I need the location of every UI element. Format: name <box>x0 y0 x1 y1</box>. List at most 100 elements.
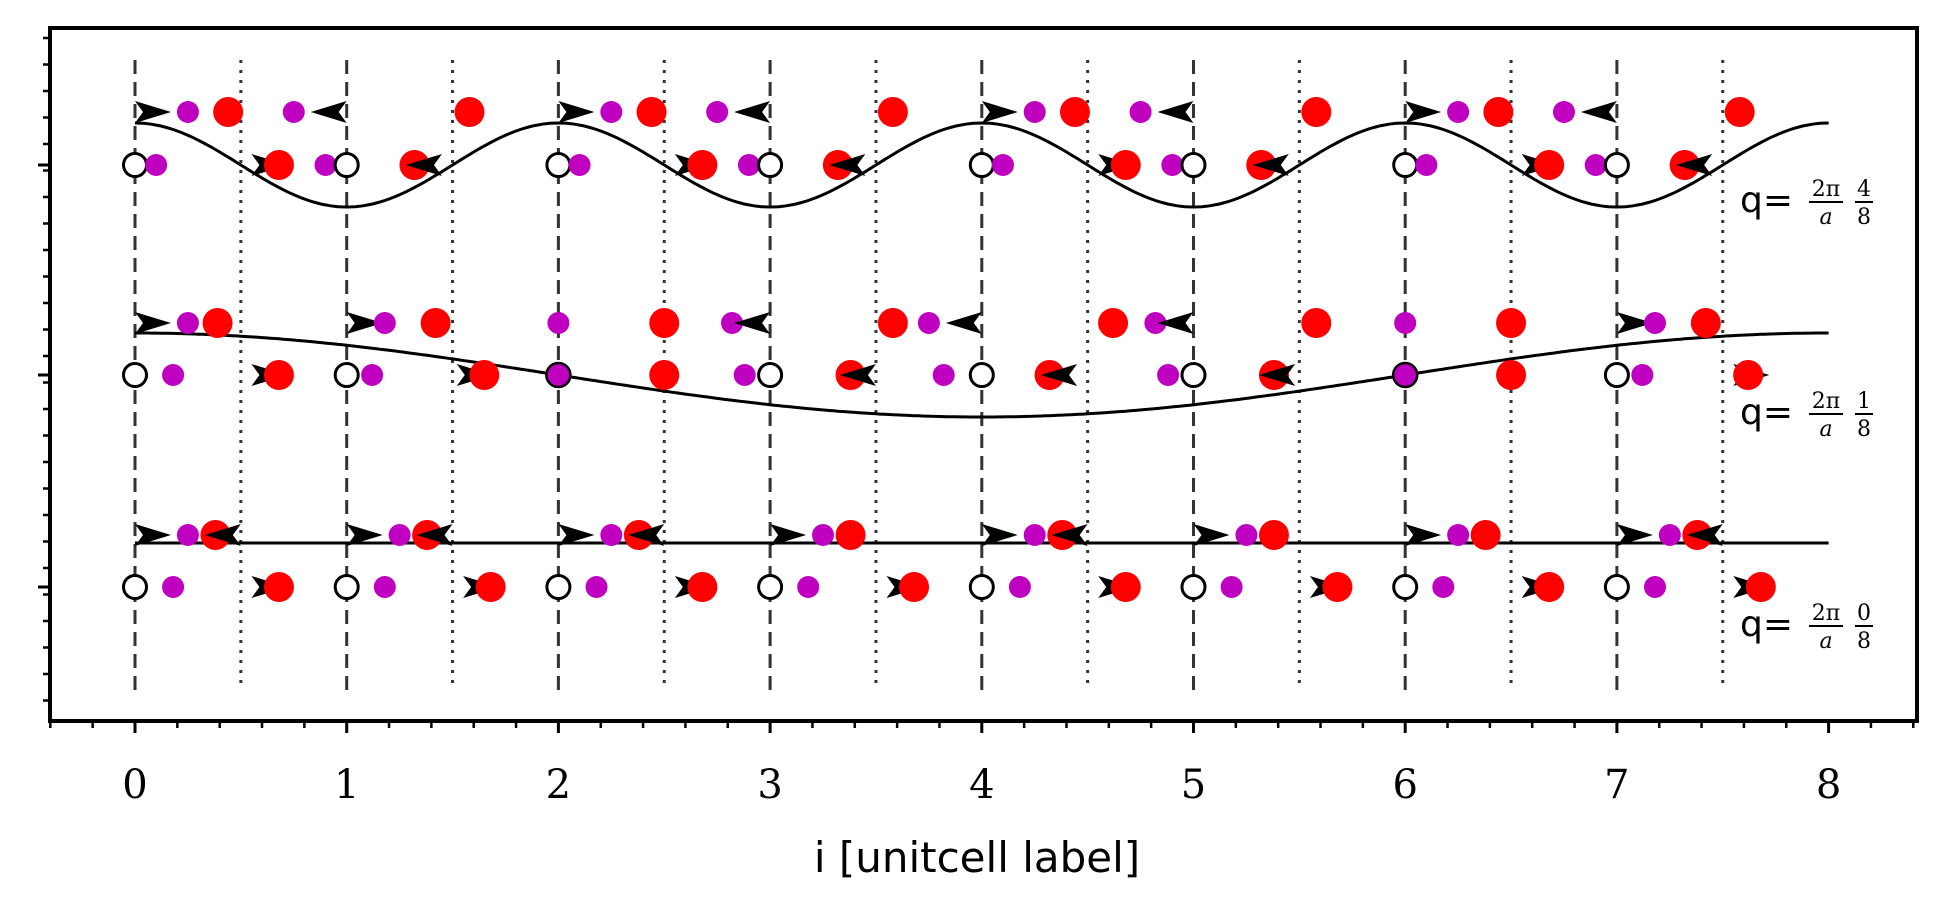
small-atom <box>600 101 623 123</box>
small-atom <box>1161 154 1184 176</box>
large-atom <box>1098 308 1129 338</box>
small-atom <box>737 154 760 176</box>
q-label-two-pi: 2π <box>1812 389 1840 414</box>
x-tick-label: 7 <box>1604 762 1629 808</box>
q-label-lattice-a: a <box>1819 417 1832 442</box>
x-tick-label: 2 <box>546 762 571 808</box>
large-atom <box>636 97 667 127</box>
large-atom <box>1496 360 1527 390</box>
large-atom <box>1059 97 1090 127</box>
q-label: q= 2π a4 8 <box>1740 177 1873 230</box>
large-atom <box>1301 308 1332 338</box>
small-atom <box>706 101 729 123</box>
large-atom <box>1690 308 1721 338</box>
mode-curve <box>135 331 1829 419</box>
large-atom <box>1496 308 1527 338</box>
open-atom <box>757 362 784 388</box>
displacement-arrow <box>1405 524 1442 546</box>
open-atom <box>122 152 148 178</box>
small-atom <box>282 101 305 123</box>
displacement-arrow <box>1157 101 1194 123</box>
displacement-arrow <box>734 312 771 334</box>
small-atom <box>1023 524 1046 546</box>
displacement-arrow <box>829 154 866 176</box>
small-atom <box>1631 364 1654 386</box>
small-atom <box>1157 364 1180 386</box>
large-atom <box>1258 520 1289 550</box>
small-atom <box>373 312 396 334</box>
x-tick-label: 0 <box>122 762 147 808</box>
open-atom <box>968 152 995 178</box>
open-atom <box>333 152 360 178</box>
q-label-two-pi: 2π <box>1812 177 1840 202</box>
small-atom <box>1644 576 1667 598</box>
large-atom <box>1733 360 1764 390</box>
q-label: q= 2π a0 8 <box>1740 601 1873 654</box>
open-atom <box>968 574 995 600</box>
displacement-arrow <box>1051 524 1088 546</box>
large-atom <box>877 97 908 127</box>
small-atom <box>1644 312 1667 334</box>
large-atom <box>475 572 506 602</box>
open-atom <box>545 574 572 600</box>
large-atom <box>1322 572 1353 602</box>
displacement-arrow <box>1252 154 1289 176</box>
displacement-arrow <box>1676 154 1713 176</box>
large-atom <box>263 572 294 602</box>
small-atom <box>1144 312 1167 334</box>
small-atom <box>797 576 820 598</box>
small-atom <box>1415 154 1438 176</box>
small-atom <box>733 364 756 386</box>
open-atom <box>757 574 784 600</box>
displacement-arrow <box>1157 312 1194 334</box>
open-atom <box>1603 574 1630 600</box>
axis-ticks <box>38 36 1915 733</box>
large-atom <box>1470 520 1501 550</box>
displacement-arrow <box>981 101 1018 123</box>
x-tick-label: 8 <box>1816 762 1841 808</box>
open-atom <box>1180 362 1207 388</box>
large-atom <box>877 308 908 338</box>
small-atom <box>176 524 199 546</box>
displacement-arrow <box>204 524 241 546</box>
large-atom <box>1110 150 1141 180</box>
displacement-arrow <box>135 524 171 546</box>
small-atom <box>1658 524 1681 546</box>
large-atom <box>1534 572 1565 602</box>
displacement-arrow <box>1041 364 1078 386</box>
small-atom <box>373 576 396 598</box>
small-atom <box>1235 524 1258 546</box>
open-atom <box>757 152 784 178</box>
q-label-numerator: 4 <box>1857 177 1871 202</box>
small-atom <box>991 154 1014 176</box>
x-tick-label: 5 <box>1181 762 1206 808</box>
large-atom <box>469 360 500 390</box>
large-atom <box>1745 572 1776 602</box>
displacement-arrow <box>770 524 807 546</box>
x-tick-labels: 0 1 2 3 4 5 6 7 8 <box>122 762 1841 808</box>
q-label-prefix: q= <box>1740 604 1793 645</box>
small-atom <box>145 154 168 176</box>
displacement-arrow <box>1405 101 1442 123</box>
displacement-arrow <box>1616 524 1653 546</box>
open-atom <box>545 152 572 178</box>
q-label-numerator: 1 <box>1857 389 1871 414</box>
open-atom <box>1603 152 1630 178</box>
small-atom <box>162 364 185 386</box>
displacement-arrow <box>945 312 982 334</box>
small-atom <box>388 524 411 546</box>
q-label-denominator: 8 <box>1857 629 1871 654</box>
displacement-arrow <box>981 524 1018 546</box>
x-tick-label: 6 <box>1392 762 1417 808</box>
open-atom <box>122 574 148 600</box>
displacement-arrow <box>405 154 442 176</box>
atom-markers <box>122 97 1776 602</box>
small-atom <box>1394 312 1417 334</box>
x-tick-label: 1 <box>334 762 359 808</box>
small-atom <box>720 312 743 334</box>
small-atom <box>585 576 608 598</box>
displacement-arrow <box>346 524 383 546</box>
large-atom <box>213 97 244 127</box>
displacement-arrow <box>558 524 595 546</box>
